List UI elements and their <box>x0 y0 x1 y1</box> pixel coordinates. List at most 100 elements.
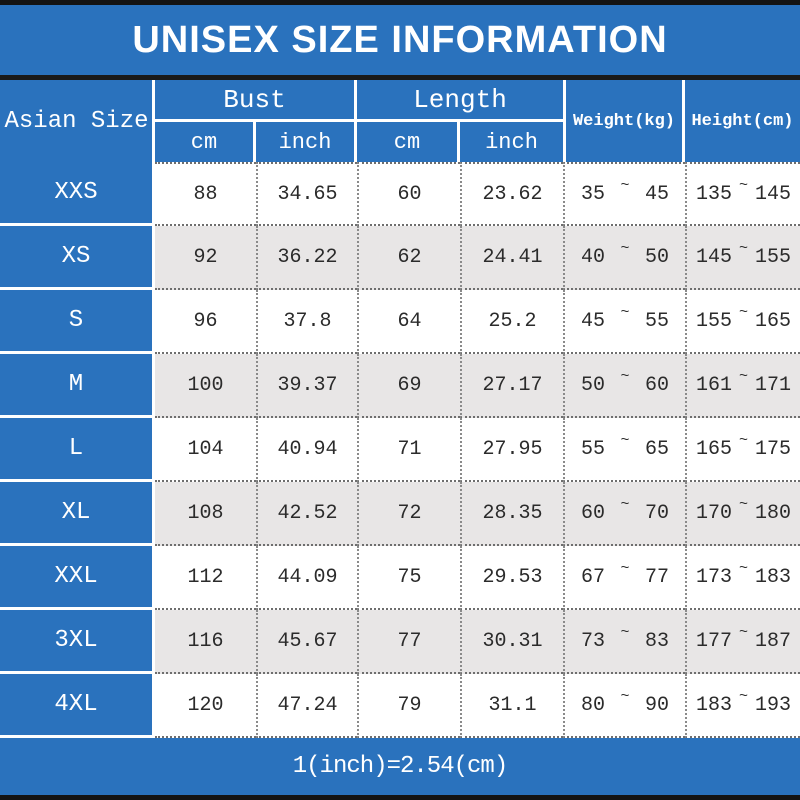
height-max-value: 145 <box>754 182 791 206</box>
tilde-separator: ~ <box>738 367 748 385</box>
table-row: 4XL 120 47.24 79 31.1 80 ~ 90 183 ~ 193 <box>0 674 800 738</box>
bust-inch-cell: 47.24 <box>256 674 357 738</box>
header-length-inch-unit: inch <box>485 129 538 155</box>
height-range-cell: 183 ~ 193 <box>685 674 800 738</box>
weight-min-value: 67 <box>581 565 606 589</box>
height-min-value: 145 <box>696 245 733 269</box>
weight-min-value: 40 <box>581 245 606 269</box>
weight-range-cell: 73 ~ 83 <box>563 610 685 674</box>
height-max-value: 155 <box>754 245 791 269</box>
bust-inch-cell: 34.65 <box>256 162 357 226</box>
table-row: S 96 37.8 64 25.2 45 ~ 55 155 ~ 165 <box>0 290 800 354</box>
height-range-cell: 170 ~ 180 <box>685 482 800 546</box>
height-min-value: 155 <box>696 309 733 333</box>
height-min-value: 173 <box>696 565 733 589</box>
top-black-bar <box>0 0 800 5</box>
size-label-cell: XL <box>0 482 155 546</box>
weight-range-cell: 67 ~ 77 <box>563 546 685 610</box>
weight-range-cell: 35 ~ 45 <box>563 162 685 226</box>
tilde-separator: ~ <box>738 176 748 194</box>
height-range-cell: 135 ~ 145 <box>685 162 800 226</box>
header-height-cm: Height(cm) <box>691 111 794 131</box>
table-row: L 104 40.94 71 27.95 55 ~ 65 165 ~ 175 <box>0 418 800 482</box>
table-row: XL 108 42.52 72 28.35 60 ~ 70 170 ~ 180 <box>0 482 800 546</box>
height-range-cell: 173 ~ 183 <box>685 546 800 610</box>
bust-inch-cell: 44.09 <box>256 546 357 610</box>
table-row: 3XL 116 45.67 77 30.31 73 ~ 83 177 ~ 187 <box>0 610 800 674</box>
size-label-cell: XS <box>0 226 155 290</box>
tilde-separator: ~ <box>620 687 630 705</box>
weight-max-value: 45 <box>644 182 669 206</box>
height-range-cell: 145 ~ 155 <box>685 226 800 290</box>
weight-min-value: 45 <box>581 309 606 333</box>
weight-max-value: 90 <box>644 693 669 717</box>
weight-max-value: 50 <box>644 245 669 269</box>
height-range-cell: 161 ~ 171 <box>685 354 800 418</box>
bust-cm-cell: 100 <box>155 354 256 418</box>
weight-max-value: 77 <box>644 565 669 589</box>
tilde-separator: ~ <box>738 431 748 449</box>
length-cm-cell: 69 <box>357 354 460 418</box>
bust-inch-cell: 39.37 <box>256 354 357 418</box>
weight-range-cell: 45 ~ 55 <box>563 290 685 354</box>
weight-min-value: 73 <box>581 629 606 653</box>
length-cm-cell: 72 <box>357 482 460 546</box>
height-min-value: 165 <box>696 437 733 461</box>
weight-range-cell: 50 ~ 60 <box>563 354 685 418</box>
size-label-cell: XXS <box>0 162 155 226</box>
length-cm-cell: 79 <box>357 674 460 738</box>
weight-max-value: 55 <box>644 309 669 333</box>
height-max-value: 180 <box>754 501 791 525</box>
tilde-separator: ~ <box>620 303 630 321</box>
height-max-value: 171 <box>754 373 791 397</box>
height-min-value: 170 <box>696 501 733 525</box>
size-label-cell: 3XL <box>0 610 155 674</box>
bust-cm-cell: 104 <box>155 418 256 482</box>
tilde-separator: ~ <box>738 239 748 257</box>
footer-band: 1(inch)=2.54(cm) <box>0 738 800 795</box>
bust-cm-cell: 96 <box>155 290 256 354</box>
bust-cm-cell: 120 <box>155 674 256 738</box>
height-max-value: 165 <box>754 309 791 333</box>
weight-max-value: 60 <box>644 373 669 397</box>
tilde-separator: ~ <box>620 495 630 513</box>
height-max-value: 193 <box>754 693 791 717</box>
header-length-cm-unit: cm <box>357 122 460 162</box>
tilde-separator: ~ <box>620 367 630 385</box>
tilde-separator: ~ <box>738 495 748 513</box>
length-inch-cell: 25.2 <box>460 290 563 354</box>
length-cm-cell: 64 <box>357 290 460 354</box>
size-label-cell: S <box>0 290 155 354</box>
size-label-cell: XXL <box>0 546 155 610</box>
size-label-cell: M <box>0 354 155 418</box>
weight-min-value: 80 <box>581 693 606 717</box>
table-body: XXS 88 34.65 60 23.62 35 ~ 45 135 ~ 145 … <box>0 162 800 738</box>
tilde-separator: ~ <box>620 623 630 641</box>
length-inch-cell: 23.62 <box>460 162 563 226</box>
size-label-cell: L <box>0 418 155 482</box>
header-weight-kg: Weight(kg) <box>563 80 685 162</box>
weight-min-value: 50 <box>581 373 606 397</box>
header-length: Length <box>357 80 563 122</box>
weight-max-value: 83 <box>644 629 669 653</box>
bust-cm-cell: 116 <box>155 610 256 674</box>
length-inch-cell: 24.41 <box>460 226 563 290</box>
bust-cm-cell: 92 <box>155 226 256 290</box>
bust-inch-cell: 42.52 <box>256 482 357 546</box>
weight-max-value: 65 <box>644 437 669 461</box>
table-row: XXS 88 34.65 60 23.62 35 ~ 45 135 ~ 145 <box>0 162 800 226</box>
length-cm-cell: 77 <box>357 610 460 674</box>
weight-range-cell: 40 ~ 50 <box>563 226 685 290</box>
tilde-separator: ~ <box>620 176 630 194</box>
title-divider <box>0 75 800 80</box>
weight-max-value: 70 <box>644 501 669 525</box>
title-band: UNISEX SIZE INFORMATION <box>0 5 800 75</box>
height-max-value: 175 <box>754 437 791 461</box>
header-asian-size: Asian Size <box>0 80 155 162</box>
header-bust-inch-unit: inch <box>256 122 357 162</box>
height-range-cell: 177 ~ 187 <box>685 610 800 674</box>
bust-inch-cell: 37.8 <box>256 290 357 354</box>
length-inch-cell: 30.31 <box>460 610 563 674</box>
length-inch-cell: 27.17 <box>460 354 563 418</box>
